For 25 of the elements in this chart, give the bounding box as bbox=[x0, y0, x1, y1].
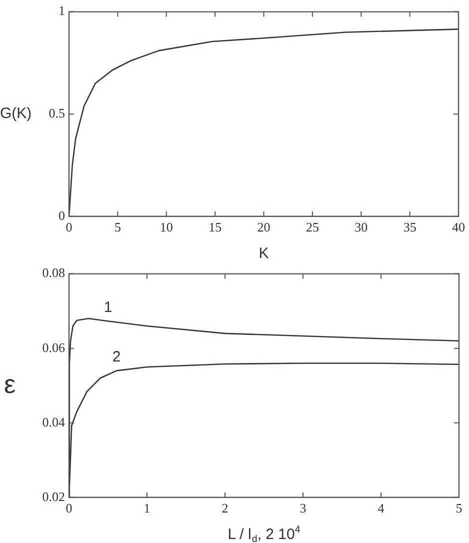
x-tick-label: 20 bbox=[257, 220, 270, 235]
y-tick-label: 0.08 bbox=[42, 265, 65, 280]
x-tick-label: 25 bbox=[306, 220, 319, 235]
y-tick-label: 0 bbox=[58, 208, 65, 223]
x-tick-label: 3 bbox=[300, 500, 306, 516]
x-tick-label: 30 bbox=[354, 220, 368, 235]
y-axis-title: ε bbox=[4, 368, 16, 399]
y-tick-label: 0.06 bbox=[42, 340, 66, 355]
y-tick-label: 0.04 bbox=[42, 414, 66, 430]
x-tick-label: 2 bbox=[222, 500, 228, 516]
y-tick-label: 0.5 bbox=[48, 106, 65, 121]
x-tick-label: 35 bbox=[403, 220, 416, 235]
x-tick-label: 15 bbox=[208, 220, 222, 235]
series-label: 2 bbox=[112, 348, 121, 366]
series-label: 1 bbox=[104, 298, 112, 316]
x-tick-label: 10 bbox=[160, 220, 173, 235]
x-tick-label: 5 bbox=[114, 220, 121, 235]
x-tick-label: 40 bbox=[452, 220, 465, 235]
y-axis-title: G(K) bbox=[0, 105, 32, 122]
y-tick-label: 1 bbox=[58, 3, 65, 18]
y-tick-label: 0.02 bbox=[42, 488, 65, 504]
x-tick-label: 4 bbox=[378, 500, 385, 516]
x-tick-label: 5 bbox=[456, 500, 462, 516]
x-tick-label: 1 bbox=[144, 500, 150, 516]
x-axis-title: K bbox=[258, 245, 269, 262]
